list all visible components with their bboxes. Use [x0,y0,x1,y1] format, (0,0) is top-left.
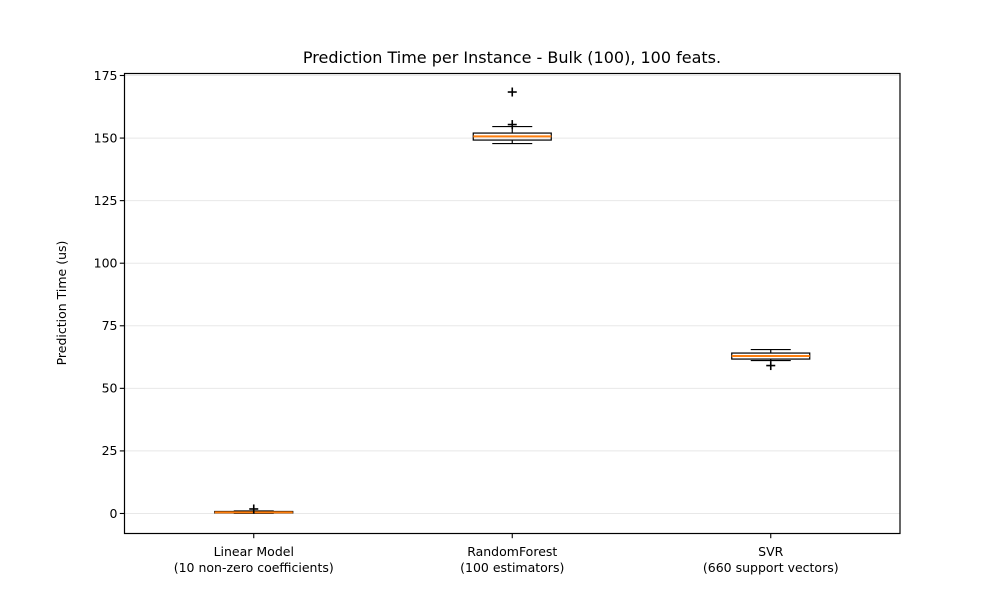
y-axis-label: Prediction Time (us) [54,241,69,366]
boxplots [214,87,811,514]
y-tick-label: 50 [102,381,118,396]
y-tick-label: 175 [94,68,118,83]
y-tick-label: 125 [94,193,118,208]
y-tick-label: 150 [94,130,118,145]
chart-title: Prediction Time per Instance - Bulk (100… [303,48,721,67]
axis-tick-labels: 0 25 50 75 100 125 150 175 Linear Model (10 non-z… [94,68,839,575]
y-tick-label: 0 [110,506,118,521]
y-tick-label: 100 [94,256,118,271]
x-tick-label: SVR (660 support vectors) [703,544,839,575]
x-tick-label: Linear Model (10 non-zero coefficients) [174,544,334,575]
axis-ticks [119,74,772,539]
y-tick-label: 25 [102,443,118,458]
x-tick-label: RandomForest (100 estimators) [460,544,564,575]
y-tick-label: 75 [102,318,118,333]
gridlines [124,75,900,514]
